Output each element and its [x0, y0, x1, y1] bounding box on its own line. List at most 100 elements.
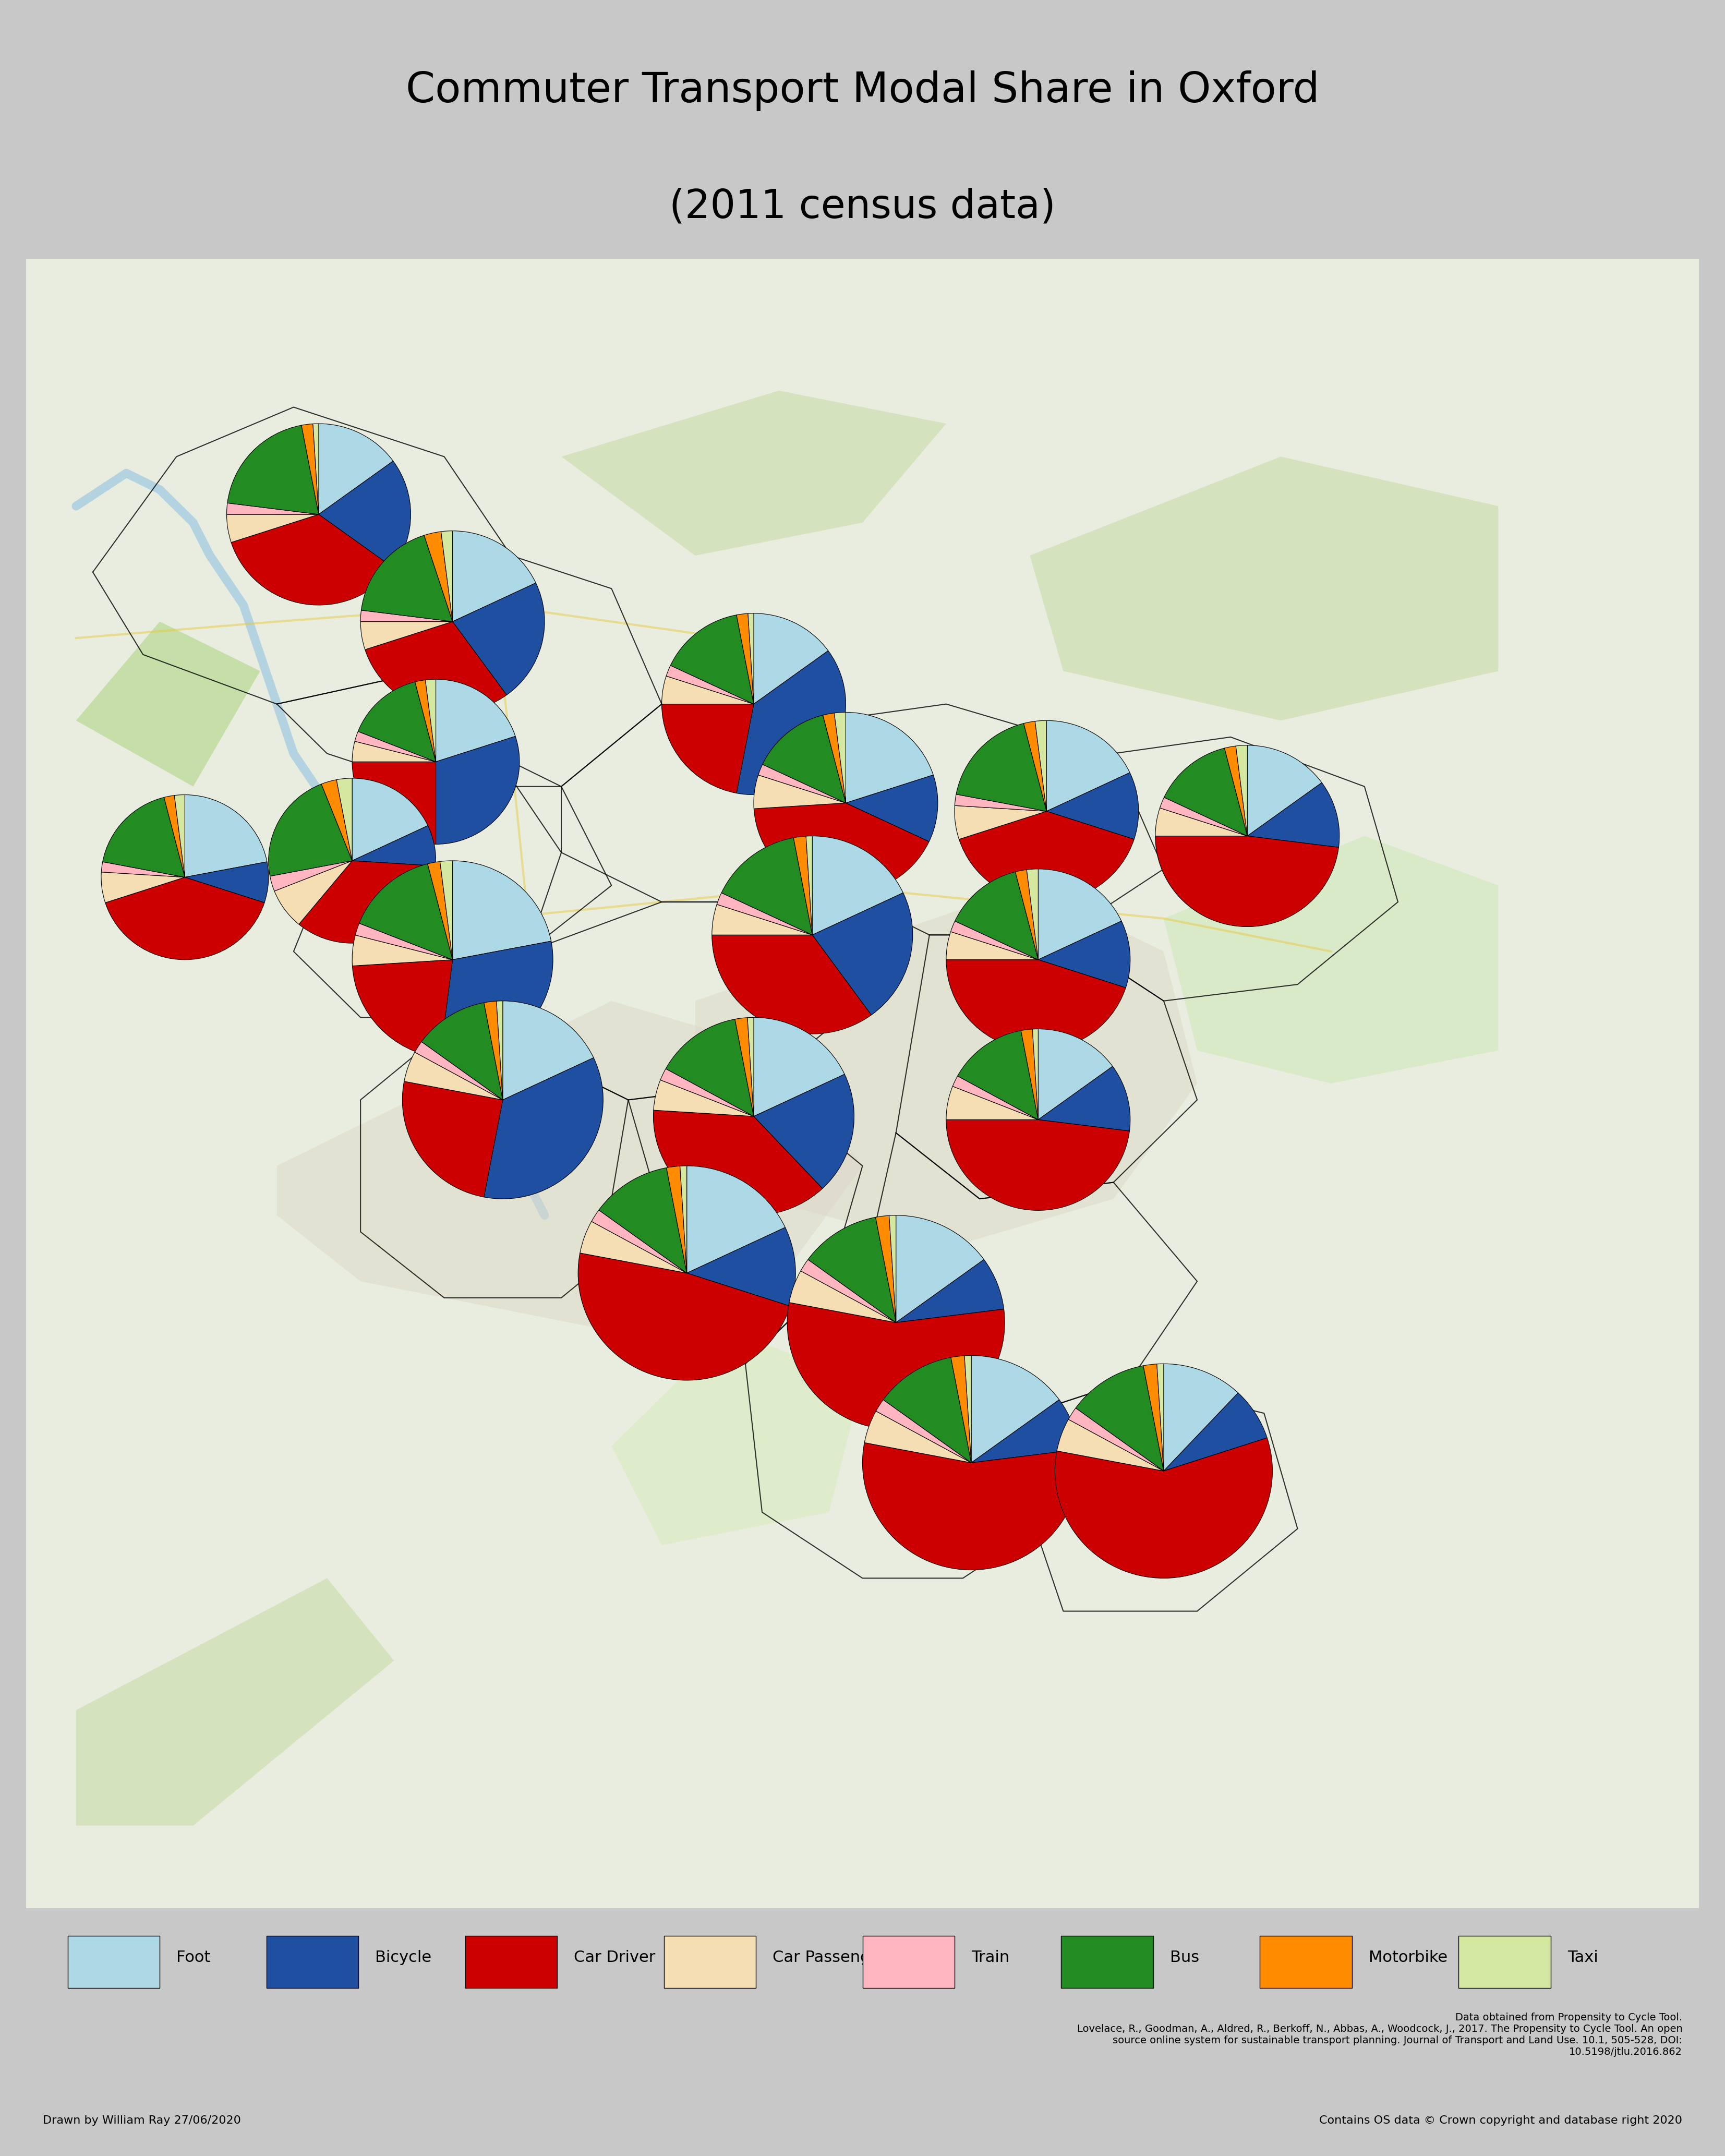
- Polygon shape: [612, 1330, 862, 1546]
- Wedge shape: [1247, 783, 1339, 847]
- FancyBboxPatch shape: [466, 1936, 557, 1988]
- Wedge shape: [102, 871, 185, 903]
- Wedge shape: [336, 778, 352, 860]
- Wedge shape: [359, 865, 452, 959]
- Wedge shape: [687, 1166, 785, 1272]
- Wedge shape: [352, 761, 436, 845]
- Wedge shape: [1144, 1365, 1164, 1470]
- Wedge shape: [737, 651, 845, 796]
- Wedge shape: [271, 860, 352, 890]
- FancyBboxPatch shape: [1061, 1936, 1154, 1988]
- Wedge shape: [1159, 798, 1247, 837]
- Wedge shape: [737, 614, 754, 705]
- Wedge shape: [1068, 1408, 1164, 1470]
- Wedge shape: [355, 923, 452, 959]
- Wedge shape: [661, 1069, 754, 1117]
- Wedge shape: [762, 716, 845, 802]
- Wedge shape: [355, 731, 436, 761]
- Wedge shape: [352, 936, 452, 966]
- Wedge shape: [164, 796, 185, 877]
- Polygon shape: [1164, 837, 1499, 1082]
- Polygon shape: [276, 1000, 862, 1330]
- FancyBboxPatch shape: [1259, 1936, 1352, 1988]
- Wedge shape: [712, 936, 871, 1035]
- Wedge shape: [359, 681, 436, 761]
- Wedge shape: [956, 871, 1038, 959]
- FancyBboxPatch shape: [266, 1936, 359, 1988]
- Wedge shape: [895, 1216, 983, 1322]
- Wedge shape: [666, 1020, 754, 1117]
- Wedge shape: [956, 724, 1047, 811]
- Wedge shape: [971, 1356, 1059, 1462]
- Wedge shape: [319, 423, 393, 515]
- Wedge shape: [366, 621, 507, 711]
- Wedge shape: [666, 1166, 687, 1272]
- Wedge shape: [402, 1082, 502, 1197]
- Wedge shape: [228, 425, 319, 515]
- Wedge shape: [845, 774, 938, 841]
- Wedge shape: [578, 1253, 790, 1380]
- Wedge shape: [226, 502, 319, 515]
- Wedge shape: [352, 959, 452, 1059]
- Wedge shape: [754, 1018, 845, 1117]
- Wedge shape: [1038, 921, 1130, 987]
- Polygon shape: [1030, 457, 1499, 720]
- Wedge shape: [950, 921, 1038, 959]
- Wedge shape: [971, 1399, 1080, 1462]
- Wedge shape: [759, 765, 845, 802]
- Wedge shape: [1164, 1393, 1268, 1470]
- Wedge shape: [654, 1080, 754, 1117]
- Text: Drawn by William Ray 27/06/2020: Drawn by William Ray 27/06/2020: [43, 2115, 242, 2126]
- Text: Foot: Foot: [176, 1949, 210, 1966]
- Wedge shape: [497, 1000, 502, 1100]
- Wedge shape: [1225, 746, 1247, 837]
- Wedge shape: [428, 862, 452, 959]
- Text: Car Driver: Car Driver: [574, 1949, 655, 1966]
- Wedge shape: [269, 785, 352, 875]
- Wedge shape: [754, 774, 845, 808]
- Wedge shape: [954, 806, 1047, 839]
- Wedge shape: [442, 530, 452, 621]
- Wedge shape: [807, 1218, 895, 1322]
- Wedge shape: [361, 621, 452, 649]
- Wedge shape: [352, 826, 436, 867]
- Wedge shape: [599, 1169, 687, 1272]
- Wedge shape: [654, 1110, 823, 1216]
- FancyBboxPatch shape: [67, 1936, 160, 1988]
- Polygon shape: [561, 390, 947, 556]
- Wedge shape: [1033, 1028, 1038, 1119]
- Text: Bicycle: Bicycle: [374, 1949, 431, 1966]
- Wedge shape: [1076, 1365, 1164, 1470]
- Wedge shape: [1016, 869, 1038, 959]
- Wedge shape: [749, 612, 754, 705]
- Wedge shape: [812, 893, 913, 1015]
- Wedge shape: [424, 533, 452, 621]
- Wedge shape: [421, 1003, 502, 1100]
- Wedge shape: [864, 1410, 971, 1462]
- Wedge shape: [662, 705, 754, 793]
- Text: Taxi: Taxi: [1568, 1949, 1597, 1966]
- Wedge shape: [1235, 746, 1247, 837]
- Text: Train: Train: [971, 1949, 1009, 1966]
- Wedge shape: [945, 931, 1038, 959]
- Wedge shape: [440, 942, 554, 1059]
- Wedge shape: [950, 1356, 971, 1462]
- Text: Bus: Bus: [1170, 1949, 1199, 1966]
- Wedge shape: [231, 515, 393, 606]
- Text: Car Passenger: Car Passenger: [773, 1949, 887, 1966]
- Wedge shape: [105, 877, 264, 959]
- Wedge shape: [1026, 869, 1038, 959]
- Wedge shape: [452, 582, 545, 694]
- Wedge shape: [319, 461, 411, 567]
- Wedge shape: [754, 612, 828, 705]
- Wedge shape: [502, 1000, 593, 1100]
- Text: Motorbike: Motorbike: [1368, 1949, 1447, 1966]
- Text: (2011 census data): (2011 census data): [669, 188, 1056, 226]
- Wedge shape: [888, 1216, 895, 1322]
- Wedge shape: [794, 837, 812, 936]
- Wedge shape: [735, 1018, 754, 1117]
- Wedge shape: [964, 1356, 971, 1462]
- Wedge shape: [787, 1302, 1004, 1429]
- Wedge shape: [352, 778, 428, 860]
- Wedge shape: [812, 837, 904, 936]
